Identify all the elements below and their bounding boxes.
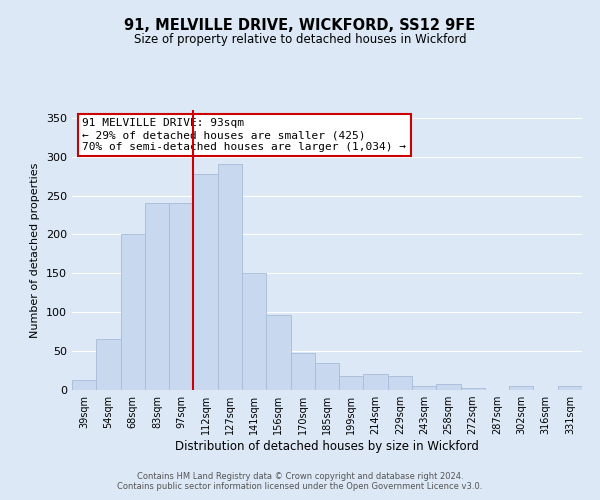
Y-axis label: Number of detached properties: Number of detached properties: [31, 162, 40, 338]
Bar: [339, 376, 364, 390]
Text: 91 MELVILLE DRIVE: 93sqm
← 29% of detached houses are smaller (425)
70% of semi-: 91 MELVILLE DRIVE: 93sqm ← 29% of detach…: [82, 118, 406, 152]
Bar: [412, 386, 436, 390]
Bar: [436, 384, 461, 390]
X-axis label: Distribution of detached houses by size in Wickford: Distribution of detached houses by size …: [175, 440, 479, 453]
Text: Contains HM Land Registry data © Crown copyright and database right 2024.: Contains HM Land Registry data © Crown c…: [137, 472, 463, 481]
Bar: [315, 363, 339, 390]
Text: Contains public sector information licensed under the Open Government Licence v3: Contains public sector information licen…: [118, 482, 482, 491]
Bar: [218, 164, 242, 390]
Bar: [121, 234, 145, 390]
Text: Size of property relative to detached houses in Wickford: Size of property relative to detached ho…: [134, 32, 466, 46]
Bar: [96, 340, 121, 390]
Bar: [290, 352, 315, 390]
Bar: [266, 314, 290, 390]
Bar: [145, 204, 169, 390]
Bar: [169, 204, 193, 390]
Bar: [558, 386, 582, 390]
Bar: [193, 174, 218, 390]
Text: 91, MELVILLE DRIVE, WICKFORD, SS12 9FE: 91, MELVILLE DRIVE, WICKFORD, SS12 9FE: [124, 18, 476, 32]
Bar: [242, 274, 266, 390]
Bar: [461, 388, 485, 390]
Bar: [72, 380, 96, 390]
Bar: [388, 376, 412, 390]
Bar: [364, 374, 388, 390]
Bar: [509, 386, 533, 390]
